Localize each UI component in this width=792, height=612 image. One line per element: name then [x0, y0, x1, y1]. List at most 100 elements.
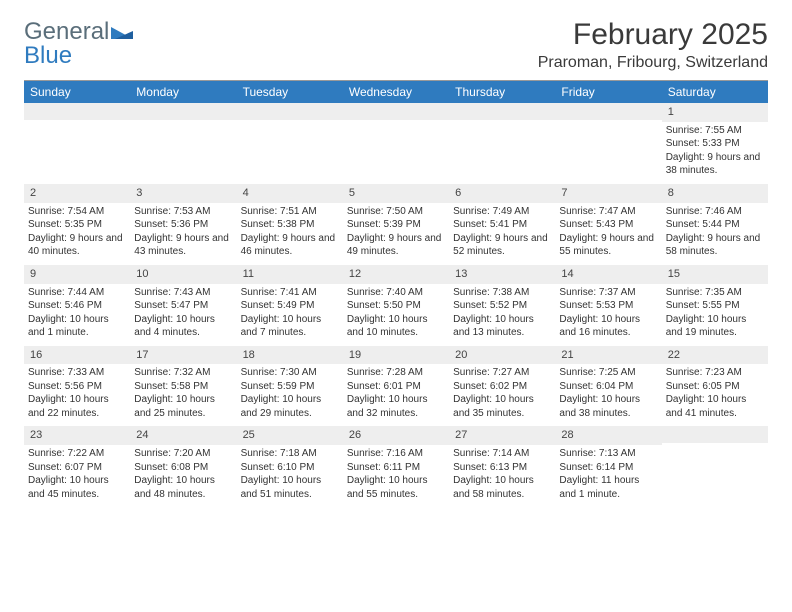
sunrise-label: Sunrise: 7:38 AM	[453, 286, 551, 300]
day-number: 15	[662, 265, 768, 284]
sunrise-label: Sunrise: 7:30 AM	[241, 366, 339, 380]
sunrise-label: Sunrise: 7:53 AM	[134, 205, 232, 219]
daylight-label: Daylight: 9 hours and 55 minutes.	[559, 232, 657, 259]
day-number: 22	[662, 346, 768, 365]
sunset-label: Sunset: 6:14 PM	[559, 461, 657, 475]
daylight-label: Daylight: 9 hours and 40 minutes.	[28, 232, 126, 259]
sunset-label: Sunset: 5:50 PM	[347, 299, 445, 313]
calendar-cell: 17Sunrise: 7:32 AMSunset: 5:58 PMDayligh…	[130, 346, 236, 427]
sunset-label: Sunset: 6:10 PM	[241, 461, 339, 475]
daylight-label: Daylight: 10 hours and 55 minutes.	[347, 474, 445, 501]
calendar-week: 2Sunrise: 7:54 AMSunset: 5:35 PMDaylight…	[24, 184, 768, 265]
calendar-cell: 22Sunrise: 7:23 AMSunset: 6:05 PMDayligh…	[662, 346, 768, 427]
sunset-label: Sunset: 5:47 PM	[134, 299, 232, 313]
daylight-label: Daylight: 10 hours and 22 minutes.	[28, 393, 126, 420]
day-number: 23	[24, 426, 130, 445]
day-number: 9	[24, 265, 130, 284]
day-header-cell: Thursday	[449, 81, 555, 103]
day-number: 8	[662, 184, 768, 203]
calendar-cell: 11 Sunrise: 7:41 AMSunset: 5:49 PMDayligh…	[237, 265, 343, 346]
day-number: 19	[343, 346, 449, 365]
daylight-label: Daylight: 10 hours and 4 minutes.	[134, 313, 232, 340]
daylight-label: Daylight: 10 hours and 58 minutes.	[453, 474, 551, 501]
sunset-label: Sunset: 5:43 PM	[559, 218, 657, 232]
calendar-cell: 23Sunrise: 7:22 AMSunset: 6:07 PMDayligh…	[24, 426, 130, 507]
calendar-cell: 4Sunrise: 7:51 AMSunset: 5:38 PMDaylight…	[237, 184, 343, 265]
sunset-label: Sunset: 6:11 PM	[347, 461, 445, 475]
sunset-label: Sunset: 5:56 PM	[28, 380, 126, 394]
sunset-label: Sunset: 6:07 PM	[28, 461, 126, 475]
sunset-label: Sunset: 6:02 PM	[453, 380, 551, 394]
daylight-label: Daylight: 10 hours and 19 minutes.	[666, 313, 764, 340]
daylight-label: Daylight: 10 hours and 45 minutes.	[28, 474, 126, 501]
page-title: February 2025	[538, 18, 768, 52]
sunset-label: Sunset: 5:46 PM	[28, 299, 126, 313]
day-number: 10	[130, 265, 236, 284]
sunset-label: Sunset: 5:49 PM	[241, 299, 339, 313]
calendar-cell: 7Sunrise: 7:47 AMSunset: 5:43 PMDaylight…	[555, 184, 661, 265]
sunrise-label: Sunrise: 7:25 AM	[559, 366, 657, 380]
day-number: 6	[449, 184, 555, 203]
sunrise-label: Sunrise: 7:54 AM	[28, 205, 126, 219]
sunset-label: Sunset: 6:08 PM	[134, 461, 232, 475]
calendar-cell: 18Sunrise: 7:30 AMSunset: 5:59 PMDayligh…	[237, 346, 343, 427]
day-number: 18	[237, 346, 343, 365]
daylight-label: Daylight: 10 hours and 16 minutes.	[559, 313, 657, 340]
calendar-cell: 15Sunrise: 7:35 AMSunset: 5:55 PMDayligh…	[662, 265, 768, 346]
day-number: 25	[237, 426, 343, 445]
title-block: February 2025 Praroman, Fribourg, Switze…	[538, 18, 768, 72]
calendar-cell: 21Sunrise: 7:25 AMSunset: 6:04 PMDayligh…	[555, 346, 661, 427]
day-number: 7	[555, 184, 661, 203]
daylight-label: Daylight: 10 hours and 48 minutes.	[134, 474, 232, 501]
logo-word-2: Blue	[24, 42, 72, 69]
day-number: 11	[237, 265, 343, 284]
day-number: 14	[555, 265, 661, 284]
logo-word-1: General	[24, 18, 109, 45]
daylight-label: Daylight: 9 hours and 38 minutes.	[666, 151, 764, 178]
logo-text: General Blue	[24, 18, 133, 68]
daylight-label: Daylight: 10 hours and 41 minutes.	[666, 393, 764, 420]
sunset-label: Sunset: 6:01 PM	[347, 380, 445, 394]
sunrise-label: Sunrise: 7:51 AM	[241, 205, 339, 219]
sunset-label: Sunset: 5:38 PM	[241, 218, 339, 232]
calendar-cell	[449, 103, 555, 184]
day-header-cell: Monday	[130, 81, 236, 103]
calendar: SundayMondayTuesdayWednesdayThursdayFrid…	[24, 80, 768, 507]
day-number: 16	[24, 346, 130, 365]
sunrise-label: Sunrise: 7:28 AM	[347, 366, 445, 380]
sunrise-label: Sunrise: 7:23 AM	[666, 366, 764, 380]
daylight-label: Daylight: 10 hours and 35 minutes.	[453, 393, 551, 420]
calendar-cell	[662, 426, 768, 507]
calendar-cell: 3Sunrise: 7:53 AMSunset: 5:36 PMDaylight…	[130, 184, 236, 265]
sunset-label: Sunset: 5:53 PM	[559, 299, 657, 313]
day-number: 5	[343, 184, 449, 203]
sunset-label: Sunset: 6:05 PM	[666, 380, 764, 394]
sunset-label: Sunset: 5:35 PM	[28, 218, 126, 232]
sunrise-label: Sunrise: 7:40 AM	[347, 286, 445, 300]
day-number: 24	[130, 426, 236, 445]
daylight-label: Daylight: 10 hours and 7 minutes.	[241, 313, 339, 340]
calendar-cell: 10Sunrise: 7:43 AMSunset: 5:47 PMDayligh…	[130, 265, 236, 346]
sunset-label: Sunset: 6:13 PM	[453, 461, 551, 475]
sunrise-label: Sunrise: 7:32 AM	[134, 366, 232, 380]
calendar-cell: 24 Sunrise: 7:20 AMSunset: 6:08 PMDayligh…	[130, 426, 236, 507]
daylight-label: Daylight: 10 hours and 29 minutes.	[241, 393, 339, 420]
sunset-label: Sunset: 5:58 PM	[134, 380, 232, 394]
calendar-cell	[555, 103, 661, 184]
day-number: 3	[130, 184, 236, 203]
sunrise-label: Sunrise: 7:20 AM	[134, 447, 232, 461]
sunrise-label: Sunrise: 7:41 AM	[241, 286, 339, 300]
sunrise-label: Sunrise: 7:50 AM	[347, 205, 445, 219]
sunrise-label: Sunrise: 7:16 AM	[347, 447, 445, 461]
sunrise-label: Sunrise: 7:46 AM	[666, 205, 764, 219]
day-number: 1	[662, 103, 768, 122]
day-number: 13	[449, 265, 555, 284]
day-number: 27	[449, 426, 555, 445]
daylight-label: Daylight: 9 hours and 49 minutes.	[347, 232, 445, 259]
day-number: 26	[343, 426, 449, 445]
sunrise-label: Sunrise: 7:55 AM	[666, 124, 764, 138]
calendar-cell	[24, 103, 130, 184]
sunrise-label: Sunrise: 7:49 AM	[453, 205, 551, 219]
daylight-label: Daylight: 11 hours and 1 minute.	[559, 474, 657, 501]
calendar-cell: 25Sunrise: 7:18 AMSunset: 6:10 PMDayligh…	[237, 426, 343, 507]
